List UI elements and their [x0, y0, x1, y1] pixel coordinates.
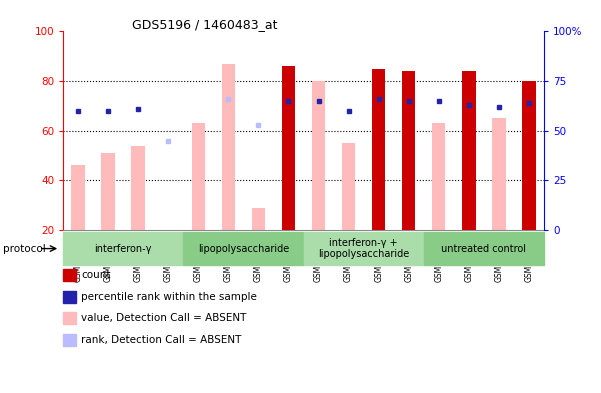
Text: interferon-γ +
lipopolysaccharide: interferon-γ + lipopolysaccharide — [318, 238, 409, 259]
Bar — [102, 153, 115, 230]
Text: GDS5196 / 1460483_at: GDS5196 / 1460483_at — [132, 18, 278, 31]
Bar — [252, 208, 265, 230]
Bar — [312, 81, 325, 230]
Bar — [522, 81, 535, 230]
Bar — [402, 71, 415, 230]
Text: interferon-γ: interferon-γ — [94, 244, 152, 253]
Bar — [222, 64, 235, 230]
Bar — [372, 69, 385, 230]
Text: protocol: protocol — [3, 244, 46, 253]
Text: count: count — [81, 270, 111, 280]
Bar — [342, 143, 355, 230]
Text: untreated control: untreated control — [441, 244, 526, 253]
Bar — [462, 71, 475, 230]
Bar — [432, 123, 445, 230]
Text: value, Detection Call = ABSENT: value, Detection Call = ABSENT — [81, 313, 246, 323]
Text: rank, Detection Call = ABSENT: rank, Detection Call = ABSENT — [81, 335, 242, 345]
Bar — [492, 118, 505, 230]
Bar — [72, 165, 85, 230]
Text: percentile rank within the sample: percentile rank within the sample — [81, 292, 257, 302]
Bar — [132, 145, 145, 230]
Bar — [282, 66, 295, 230]
Text: lipopolysaccharide: lipopolysaccharide — [198, 244, 289, 253]
Bar — [192, 123, 205, 230]
